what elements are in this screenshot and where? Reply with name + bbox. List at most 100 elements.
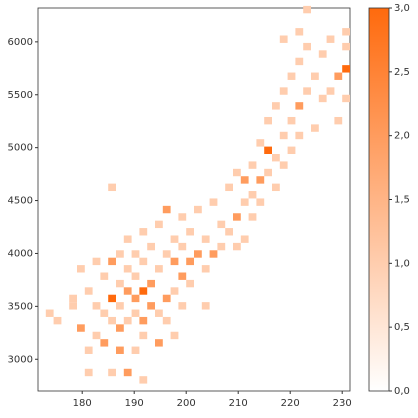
x-tick-label: 230 (333, 398, 352, 409)
cell (272, 183, 280, 192)
cell (84, 368, 93, 377)
colorbar-tick-label: 0,0 (394, 386, 410, 397)
cell (256, 176, 265, 184)
cell (162, 294, 171, 303)
cell (342, 94, 350, 103)
cell (92, 302, 101, 310)
cell (201, 235, 210, 243)
cell (201, 302, 210, 310)
cell (108, 294, 116, 303)
cell (123, 287, 132, 295)
cell (303, 87, 311, 95)
cell (248, 161, 257, 169)
cell (303, 42, 311, 51)
cell (69, 294, 77, 303)
cell (240, 235, 249, 243)
cell (240, 198, 249, 206)
cell (209, 198, 218, 206)
x-tick-label: 200 (177, 398, 196, 409)
cell (116, 279, 124, 288)
cell (186, 279, 194, 288)
plot-frame (37, 7, 351, 392)
cell (155, 220, 163, 229)
cell (100, 309, 109, 317)
cell (77, 324, 85, 332)
cell (194, 205, 202, 214)
cell (162, 205, 171, 214)
cell (287, 116, 296, 125)
cell (45, 309, 54, 317)
colorbar-tick-label: 2,5 (394, 67, 410, 78)
cell (77, 265, 85, 273)
colorbar (368, 7, 390, 392)
cell (170, 331, 179, 340)
cell (139, 228, 148, 236)
cell (162, 250, 171, 258)
cell (326, 35, 335, 43)
x-tick-label: 190 (125, 398, 144, 409)
x-tick-label: 220 (281, 398, 300, 409)
cell (139, 316, 148, 325)
cell (279, 161, 288, 169)
cell (342, 28, 350, 36)
cell (233, 213, 241, 221)
cell (123, 235, 132, 243)
cell (279, 131, 288, 140)
cell (264, 146, 272, 155)
cell (139, 257, 148, 266)
cell (287, 146, 296, 155)
cell (108, 183, 116, 192)
cell (108, 257, 116, 266)
cell (209, 250, 218, 258)
cell (295, 102, 304, 110)
cell (170, 235, 179, 243)
cell (201, 265, 210, 273)
cell (116, 346, 124, 354)
cell (287, 72, 296, 80)
cell (147, 302, 155, 310)
cell (139, 331, 148, 340)
cell (326, 87, 335, 95)
cell (100, 339, 109, 347)
y-tick-label: 5000 (8, 143, 33, 154)
cell (264, 116, 272, 125)
cell (155, 265, 163, 273)
cell (217, 220, 226, 229)
cell (318, 94, 327, 103)
cell (279, 87, 288, 95)
cell (139, 376, 148, 384)
cell (116, 324, 124, 332)
cell (53, 316, 62, 325)
cell (155, 339, 163, 347)
cell (225, 228, 233, 236)
colorbar-tick-label: 1,5 (394, 195, 410, 206)
cell (225, 183, 233, 192)
y-tick-label: 4000 (8, 248, 33, 259)
cell (123, 316, 132, 325)
cell (233, 168, 241, 177)
cell (131, 294, 140, 303)
cell (147, 242, 155, 251)
cell (248, 191, 257, 199)
cell (131, 250, 140, 258)
cell (217, 242, 226, 251)
cell (295, 57, 304, 66)
cell (178, 213, 187, 221)
cell (318, 50, 327, 58)
cell (186, 228, 194, 236)
cell (108, 316, 116, 325)
cell (84, 346, 93, 354)
cell (295, 131, 304, 140)
cell (170, 287, 179, 295)
cell (233, 242, 241, 251)
cell (92, 257, 101, 266)
cell (256, 139, 265, 147)
y-tick-label: 6000 (8, 37, 33, 48)
colorbar-tick-label: 1,0 (394, 258, 410, 269)
cell (303, 5, 311, 14)
cell (272, 154, 280, 162)
x-tick-label: 180 (73, 398, 92, 409)
colorbar-tick-label: 0,5 (394, 322, 410, 333)
cell (178, 302, 187, 310)
